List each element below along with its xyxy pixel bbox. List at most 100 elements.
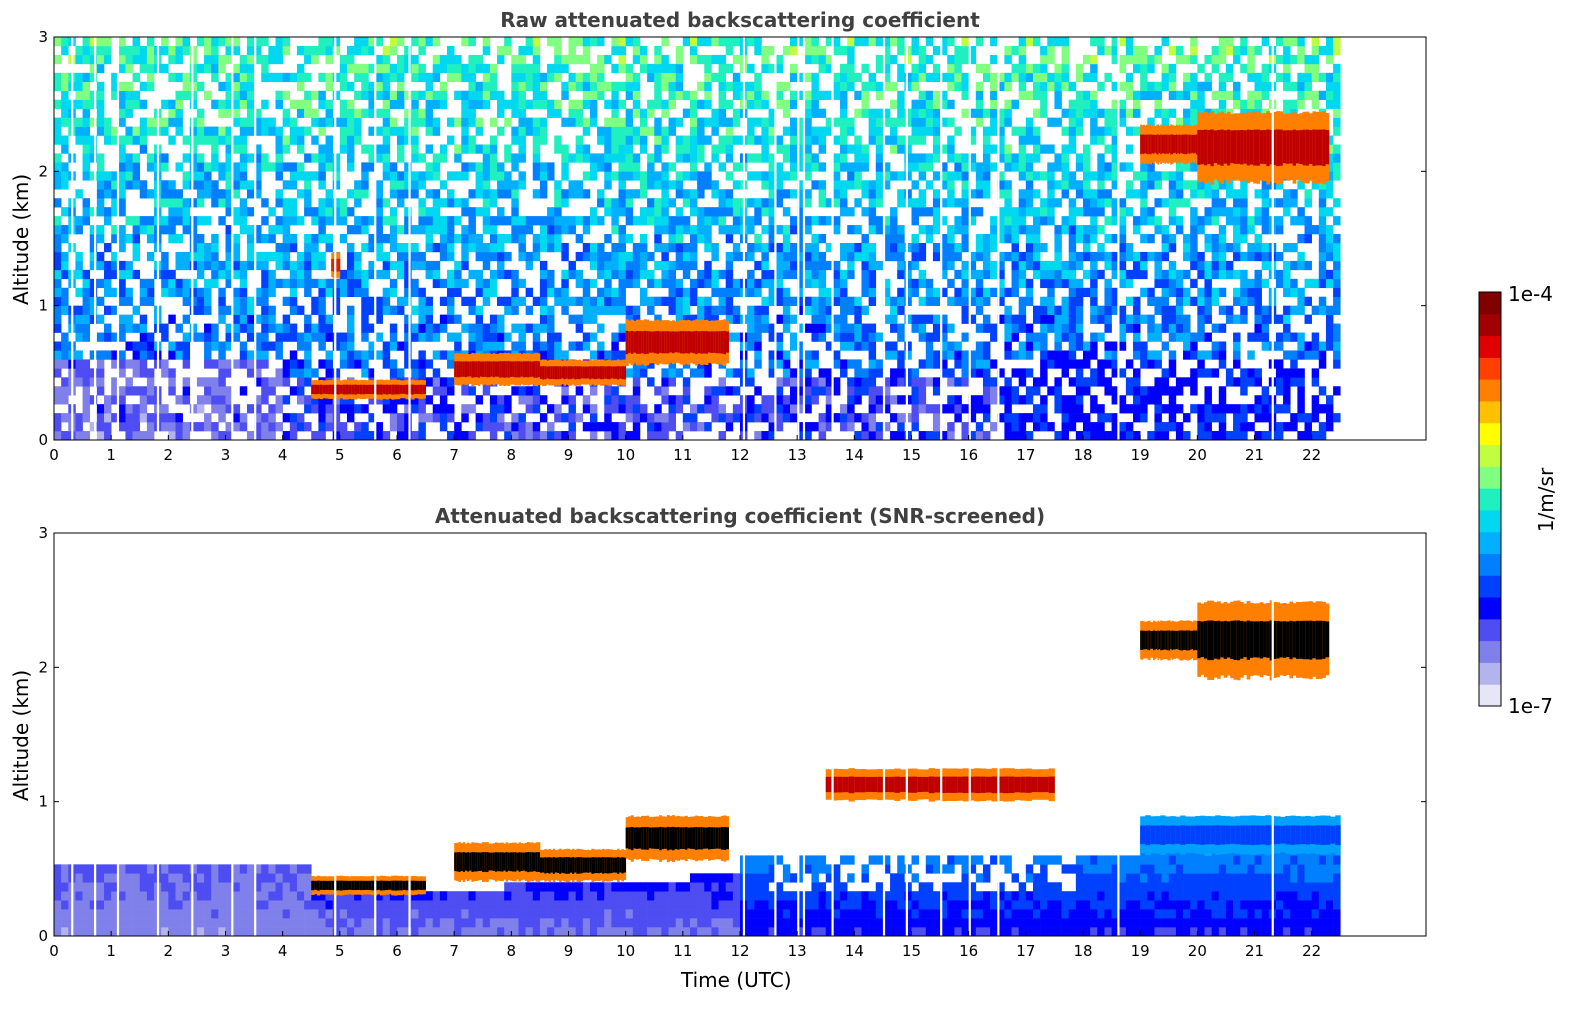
backscatter-cell bbox=[389, 287, 398, 298]
backscatter-cell bbox=[354, 404, 362, 414]
backscatter-cell bbox=[725, 135, 734, 145]
backscatter-cell bbox=[125, 126, 133, 136]
backscatter-cell bbox=[361, 332, 369, 342]
backscatter-cell bbox=[911, 260, 919, 271]
backscatter-cell bbox=[539, 278, 548, 289]
backscatter-cell bbox=[625, 216, 634, 226]
backscatter-cell bbox=[1204, 305, 1212, 315]
backscatter-cell bbox=[811, 81, 819, 92]
backscatter-cell bbox=[1097, 332, 1105, 342]
backscatter-cell bbox=[868, 287, 877, 298]
backscatter-cell bbox=[761, 45, 769, 56]
backscatter-cell bbox=[1075, 189, 1084, 199]
backscatter-cell bbox=[804, 45, 812, 56]
backscatter-cell bbox=[1111, 180, 1120, 190]
backscatter-cell bbox=[1097, 251, 1105, 262]
backscatter-cell bbox=[1104, 72, 1112, 83]
backscatter-cell bbox=[1190, 332, 1198, 342]
backscatter-cell bbox=[968, 404, 977, 414]
backscatter-cell bbox=[196, 37, 205, 47]
backscatter-cell bbox=[54, 422, 62, 432]
backscatter-cell bbox=[204, 422, 212, 432]
backscatter-cell bbox=[504, 171, 512, 181]
backscatter-cell bbox=[96, 350, 105, 360]
backscatter-cell bbox=[761, 126, 769, 136]
backscatter-cell bbox=[825, 37, 834, 47]
backscatter-cell bbox=[282, 180, 291, 190]
backscatter-cell bbox=[139, 359, 148, 369]
backscatter-cell bbox=[618, 81, 626, 92]
backscatter-cell bbox=[175, 198, 183, 208]
backscatter-cell bbox=[1068, 260, 1077, 271]
backscatter-cell bbox=[432, 278, 441, 289]
backscatter-cell bbox=[747, 81, 755, 92]
backscatter-cell bbox=[325, 99, 333, 109]
backscatter-cell bbox=[1204, 189, 1212, 199]
backscatter-cell bbox=[261, 251, 269, 262]
backscatter-cell bbox=[761, 395, 769, 405]
backscatter-cell bbox=[704, 242, 712, 253]
backscatter-cell bbox=[411, 287, 419, 298]
backscatter-cell bbox=[196, 422, 205, 432]
backscatter-cell bbox=[968, 296, 977, 306]
backscatter-cell bbox=[840, 368, 848, 378]
backscatter-cell bbox=[368, 368, 376, 378]
backscatter-cell bbox=[111, 198, 119, 208]
backscatter-cell bbox=[411, 117, 419, 127]
backscatter-cell bbox=[968, 314, 977, 324]
backscatter-cell bbox=[468, 305, 476, 315]
backscatter-cell bbox=[954, 341, 962, 351]
backscatter-cell bbox=[797, 341, 805, 351]
backscatter-cell bbox=[1040, 260, 1048, 271]
backscatter-cell bbox=[1175, 377, 1184, 387]
backscatter-cell bbox=[104, 350, 112, 360]
backscatter-cell bbox=[954, 225, 962, 235]
backscatter-cell bbox=[1204, 413, 1212, 423]
backscatter-cell bbox=[125, 260, 133, 271]
backscatter-cell bbox=[661, 81, 669, 92]
backscatter-cell bbox=[96, 162, 105, 172]
backscatter-cell bbox=[840, 278, 848, 289]
backscatter-cell bbox=[1075, 63, 1084, 74]
backscatter-cell bbox=[668, 162, 676, 172]
backscatter-cell bbox=[718, 207, 727, 217]
backscatter-cell bbox=[1211, 108, 1220, 118]
backscatter-cell bbox=[246, 368, 255, 378]
backscatter-cell bbox=[54, 287, 62, 298]
backscatter-cell bbox=[239, 126, 248, 136]
backscatter-cell bbox=[632, 386, 641, 396]
backscatter-cell bbox=[940, 314, 948, 324]
backscatter-cell bbox=[847, 162, 855, 172]
backscatter-cell bbox=[1211, 242, 1220, 253]
backscatter-cell bbox=[1211, 251, 1220, 262]
backscatter-cell bbox=[661, 225, 669, 235]
backscatter-cell bbox=[554, 189, 562, 199]
backscatter-cell bbox=[797, 350, 805, 360]
backscatter-cell bbox=[818, 413, 827, 423]
backscatter-cell bbox=[125, 386, 133, 396]
backscatter-cell bbox=[804, 99, 812, 109]
backscatter-cell bbox=[847, 171, 855, 181]
backscatter-cell bbox=[89, 171, 98, 181]
backscatter-cell bbox=[1183, 162, 1191, 172]
backscatter-cell bbox=[568, 260, 576, 271]
backscatter-cell bbox=[518, 278, 526, 289]
backscatter-cell bbox=[1233, 234, 1241, 244]
backscatter-cell bbox=[668, 296, 676, 306]
backscatter-cell bbox=[96, 413, 105, 423]
backscatter-cell bbox=[932, 198, 941, 208]
backscatter-cell bbox=[775, 341, 784, 351]
backscatter-cell bbox=[882, 171, 891, 181]
backscatter-cell bbox=[668, 404, 676, 414]
backscatter-cell bbox=[139, 323, 148, 333]
backscatter-cell bbox=[975, 180, 984, 190]
backscatter-cell bbox=[918, 72, 927, 83]
backscatter-cell bbox=[1218, 341, 1227, 351]
backscatter-cell bbox=[82, 413, 91, 423]
backscatter-cell bbox=[182, 216, 191, 226]
backscatter-cell bbox=[482, 171, 491, 181]
backscatter-cell bbox=[982, 269, 991, 280]
backscatter-cell bbox=[118, 45, 126, 56]
backscatter-cell bbox=[525, 260, 534, 271]
backscatter-cell bbox=[1254, 99, 1262, 109]
